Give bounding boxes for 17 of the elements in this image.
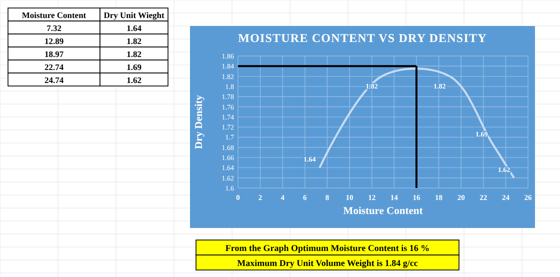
text: 7.32 xyxy=(46,23,62,33)
x-axis-title: Moisture Content xyxy=(343,206,424,217)
text: 24.74 xyxy=(44,75,64,85)
text: From the Graph Optimum Moisture Content is 16 % xyxy=(225,243,430,253)
text: 1.82 xyxy=(126,36,142,46)
text: 1.62 xyxy=(126,75,142,85)
chart-title: MOISTURE CONTENT VS DRY DENSITY xyxy=(238,31,487,45)
text: Dry Unit Wieght xyxy=(104,10,164,20)
text: 1.69 xyxy=(126,62,142,72)
text: 22.74 xyxy=(44,62,64,72)
text: 1.82 xyxy=(126,49,142,59)
y-axis-title: Dry Density xyxy=(194,94,205,149)
text: 1.64 xyxy=(126,23,142,33)
text: 12.89 xyxy=(44,36,64,46)
text: Moisture Content xyxy=(22,10,86,20)
text: Maximum Dry Unit Volume Weight is 1.84 g/cc xyxy=(237,258,418,268)
text: 18.97 xyxy=(44,49,64,59)
